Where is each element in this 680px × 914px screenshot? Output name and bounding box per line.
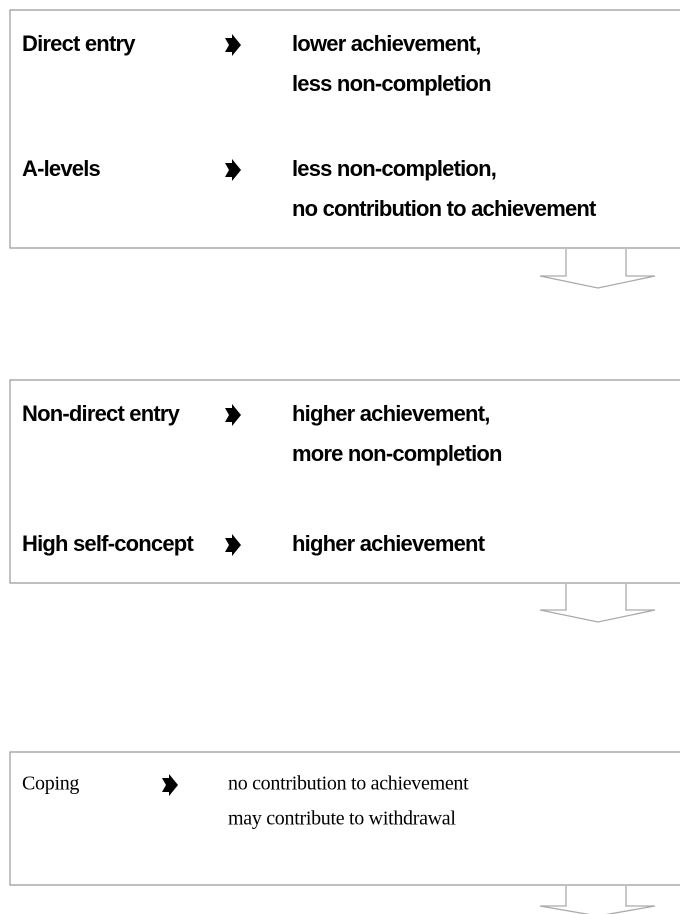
outcome-line: more non-completion <box>292 441 502 466</box>
down-arrow <box>539 886 656 914</box>
outcome-line: higher achievement, <box>292 401 490 426</box>
outcome-line: less non-completion <box>292 71 491 96</box>
box-frame <box>9 9 680 249</box>
right-arrow <box>225 34 241 56</box>
outcome-line: no contribution to achievement <box>228 773 469 795</box>
row-label: Coping <box>22 773 79 795</box>
outcome-line: less non-completion, <box>292 156 496 181</box>
row-label: A-levels <box>22 156 101 181</box>
row-label: High self-concept <box>22 531 194 556</box>
down-arrow <box>539 584 656 623</box>
right-arrow <box>162 774 178 796</box>
right-arrow <box>225 159 241 181</box>
box-frame <box>9 751 680 886</box>
outcome-line: higher achievement <box>292 531 486 556</box>
right-arrow <box>225 404 241 426</box>
outcome-line: no contribution to achievement <box>292 196 597 221</box>
down-arrow <box>539 249 656 289</box>
box-frame <box>9 379 680 584</box>
outcome-line: may contribute to withdrawal <box>228 808 456 830</box>
row-label: Direct entry <box>22 31 136 56</box>
right-arrow <box>225 534 241 556</box>
outcome-line: lower achievement, <box>292 31 481 56</box>
row-label: Non-direct entry <box>22 401 181 426</box>
